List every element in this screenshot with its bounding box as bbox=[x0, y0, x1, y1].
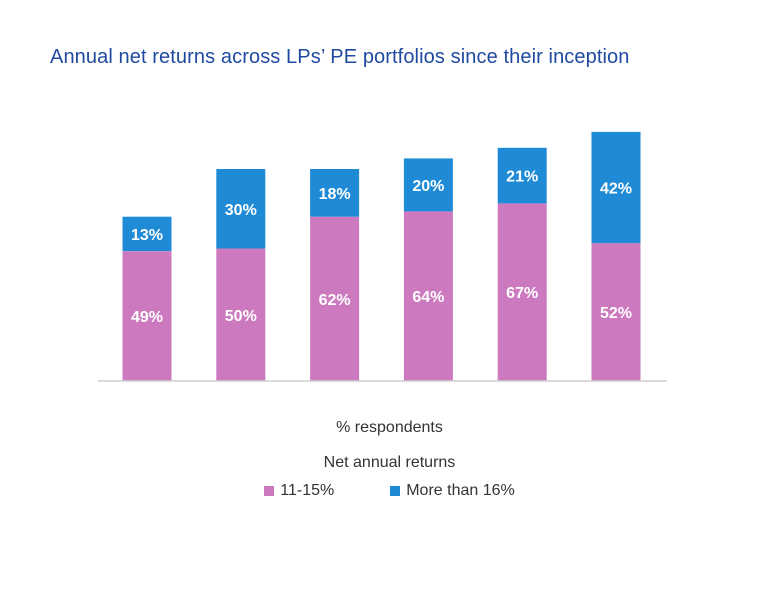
data-label-2017-series-1: 18% bbox=[319, 186, 351, 203]
data-label-2022-series-0: 52% bbox=[600, 305, 632, 322]
bar-2022-series-0 bbox=[591, 243, 641, 381]
bar-2022-series-1 bbox=[591, 131, 641, 244]
bar-2021-series-1 bbox=[497, 147, 547, 204]
bar-2017-series-1 bbox=[310, 169, 360, 217]
bar-2019-series-1 bbox=[403, 158, 453, 212]
bar-2017-series-0 bbox=[310, 216, 360, 381]
bar-2013-series-0 bbox=[122, 251, 172, 381]
legend-title: Net annual returns bbox=[323, 454, 456, 471]
stacked-bar-chart: 49% 13% 50% 30% 62% 18% 64% 20% 67% 21% 52% 42% 201… bbox=[98, 131, 667, 400]
legend-item-more-than-16: More than 16% bbox=[390, 482, 515, 500]
bar-2015-series-0 bbox=[216, 248, 266, 381]
bar-2019-series-0 bbox=[403, 211, 453, 381]
data-label-2017-series-0: 62% bbox=[319, 292, 351, 309]
data-label-2021-series-0: 67% bbox=[506, 285, 538, 302]
data-label-2015-series-0: 50% bbox=[225, 308, 257, 325]
data-label-2015-series-1: 30% bbox=[225, 202, 257, 219]
chart-title: Annual net returns across LPs’ PE portfo… bbox=[50, 46, 630, 68]
bars-group: 49% 13% 50% 30% 62% 18% 64% 20% 67% 21% 52% 42% bbox=[122, 131, 641, 381]
x-axis-title: % respondents bbox=[336, 419, 443, 436]
legend-label-more-than-16: More than 16% bbox=[406, 482, 515, 499]
x-tick-2017: 2017 bbox=[318, 397, 351, 400]
data-label-2019-series-1: 20% bbox=[412, 178, 444, 195]
data-label-2021-series-1: 21% bbox=[506, 169, 538, 186]
legend-swatch-more-than-16 bbox=[390, 486, 401, 496]
x-tick-2019: 2019 bbox=[412, 397, 445, 400]
x-tick-2013: 2013 bbox=[130, 397, 163, 400]
legend-item-11-15: 11-15% bbox=[264, 482, 334, 500]
bar-2015-series-1 bbox=[216, 169, 266, 249]
x-tick-2022: 2022 bbox=[599, 397, 632, 400]
legend-swatch-11-15 bbox=[264, 486, 275, 496]
data-label-2019-series-0: 64% bbox=[412, 289, 444, 306]
data-label-2022-series-1: 42% bbox=[600, 181, 632, 198]
legend-label-11-15: 11-15% bbox=[280, 482, 335, 499]
data-label-2013-series-1: 13% bbox=[131, 227, 163, 244]
bar-2013-series-1 bbox=[122, 216, 172, 252]
x-tick-2015: 2015 bbox=[224, 397, 257, 400]
data-label-2013-series-0: 49% bbox=[131, 309, 163, 326]
x-tick-2021: 2021 bbox=[506, 397, 539, 400]
bar-2021-series-0 bbox=[497, 203, 547, 381]
legend: 11-15% More than 16% bbox=[0, 482, 779, 500]
x-tick-labels: 2013 2015 2017 2019 2021 2022 bbox=[130, 397, 632, 400]
